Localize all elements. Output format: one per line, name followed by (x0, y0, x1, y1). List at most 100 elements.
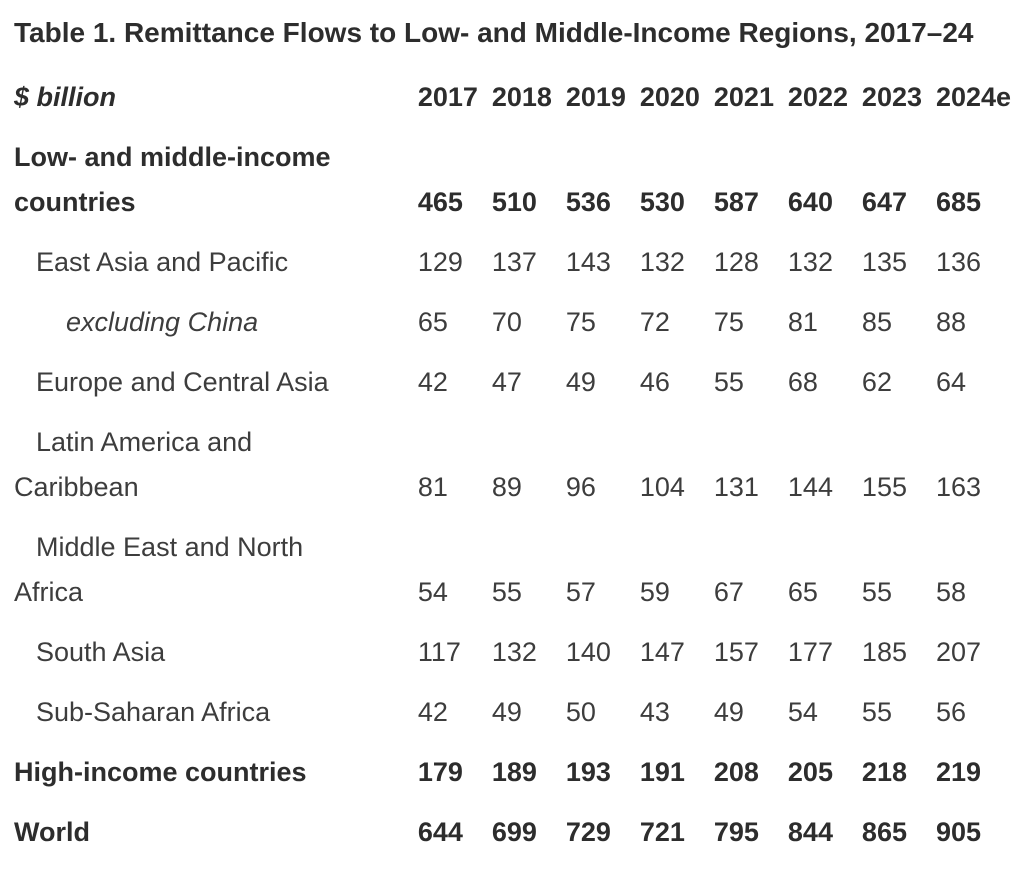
value-cell: 155 (861, 472, 907, 502)
value-cell: 81 (417, 472, 448, 502)
year-header: 2018 (491, 82, 552, 112)
value-cell: 72 (639, 307, 670, 337)
table-row: South Asia 117 132 140 147 157 177 185 207 (14, 623, 1010, 683)
table-row: Europe and Central Asia 42 47 49 46 55 68 62 64 (14, 353, 1010, 413)
row-label: Middle East and North Africa (14, 532, 304, 607)
value-cell: 59 (639, 577, 670, 607)
value-cell: 62 (861, 367, 892, 397)
year-header: 2017 (417, 82, 478, 112)
value-cell: 129 (417, 247, 463, 277)
value-cell: 207 (935, 637, 981, 667)
value-cell: 64 (935, 367, 966, 397)
value-cell: 67 (713, 577, 744, 607)
table-row: Low- and middle-income countries 465 510 53… (14, 128, 1010, 233)
value-cell: 55 (491, 577, 522, 607)
row-label: East Asia and Pacific (36, 247, 289, 277)
value-cell: 54 (787, 697, 818, 727)
value-cell: 132 (787, 247, 833, 277)
value-cell: 65 (787, 577, 818, 607)
remittance-table: $ billion 2017 2018 2019 2020 2021 2022 2023 20… (14, 68, 1012, 863)
value-cell: 219 (935, 757, 981, 787)
table-header: $ billion 2017 2018 2019 2020 2021 2022 2023 20… (14, 68, 1012, 128)
value-cell: 46 (639, 367, 670, 397)
value-cell: 75 (713, 307, 744, 337)
value-cell: 49 (713, 697, 744, 727)
table-row: Sub-Saharan Africa 42 49 50 43 49 54 55 56 (14, 683, 1010, 743)
year-header: 2022 (787, 82, 848, 112)
year-header: 2024e (935, 82, 1012, 112)
value-cell: 50 (565, 697, 596, 727)
value-cell: 104 (639, 472, 685, 502)
value-cell: 70 (491, 307, 522, 337)
value-cell: 157 (713, 637, 759, 667)
value-cell: 131 (713, 472, 759, 502)
year-header: 2019 (565, 82, 626, 112)
value-cell: 58 (935, 577, 966, 607)
table-row: World 644 699 729 721 795 844 865 905 (14, 803, 1010, 863)
value-cell: 530 (639, 187, 685, 217)
row-label: excluding China (66, 307, 259, 337)
value-cell: 205 (787, 757, 833, 787)
row-label: Europe and Central Asia (36, 367, 329, 397)
value-cell: 117 (417, 637, 461, 667)
value-cell: 81 (787, 307, 818, 337)
value-cell: 140 (565, 637, 611, 667)
value-cell: 179 (417, 757, 463, 787)
table-row: East Asia and Pacific 129 137 143 132 128 132 1… (14, 233, 1010, 293)
value-cell: 721 (639, 817, 685, 847)
value-cell: 49 (491, 697, 522, 727)
value-cell: 42 (417, 697, 448, 727)
value-cell: 193 (565, 757, 611, 787)
value-cell: 42 (417, 367, 448, 397)
value-cell: 132 (491, 637, 537, 667)
header-row: $ billion 2017 2018 2019 2020 2021 2022 2023 20… (14, 68, 1012, 128)
value-cell: 185 (861, 637, 907, 667)
table-row: High-income countries 179 189 193 191 208 205 2… (14, 743, 1010, 803)
row-label: High-income countries (14, 757, 307, 787)
value-cell: 144 (787, 472, 833, 502)
value-cell: 128 (713, 247, 759, 277)
row-label: South Asia (36, 637, 166, 667)
value-cell: 208 (713, 757, 759, 787)
value-cell: 685 (935, 187, 981, 217)
value-cell: 89 (491, 472, 522, 502)
unit-label: $ billion (14, 82, 117, 112)
value-cell: 177 (787, 637, 833, 667)
row-label: World (14, 817, 90, 847)
value-cell: 844 (787, 817, 833, 847)
value-cell: 56 (935, 697, 966, 727)
value-cell: 729 (565, 817, 611, 847)
table-row: Middle East and North Africa 54 55 57 59 67 65… (14, 518, 1010, 623)
value-cell: 96 (565, 472, 596, 502)
year-header: 2020 (639, 82, 700, 112)
value-cell: 699 (491, 817, 537, 847)
value-cell: 865 (861, 817, 907, 847)
value-cell: 147 (639, 637, 685, 667)
value-cell: 132 (639, 247, 685, 277)
value-cell: 136 (935, 247, 981, 277)
year-header: 2021 (713, 82, 774, 112)
value-cell: 640 (787, 187, 833, 217)
value-cell: 905 (935, 817, 981, 847)
value-cell: 85 (861, 307, 892, 337)
table-title: Table 1. Remittance Flows to Low- and Mi… (14, 17, 974, 48)
value-cell: 49 (565, 367, 596, 397)
row-label: Low- and middle-income countries (14, 142, 331, 217)
value-cell: 587 (713, 187, 759, 217)
value-cell: 465 (417, 187, 463, 217)
value-cell: 47 (491, 367, 522, 397)
year-header: 2023 (861, 82, 922, 112)
value-cell: 75 (565, 307, 596, 337)
value-cell: 137 (491, 247, 537, 277)
table-row: Latin America and Caribbean 81 89 96 104 131 1… (14, 413, 1010, 518)
value-cell: 55 (861, 577, 892, 607)
value-cell: 55 (861, 697, 892, 727)
value-cell: 43 (639, 697, 670, 727)
row-label: Latin America and Caribbean (14, 427, 253, 502)
value-cell: 57 (565, 577, 596, 607)
value-cell: 795 (713, 817, 759, 847)
value-cell: 143 (565, 247, 611, 277)
table-body: Low- and middle-income countries 465 510 53… (14, 128, 1010, 863)
value-cell: 510 (491, 187, 537, 217)
